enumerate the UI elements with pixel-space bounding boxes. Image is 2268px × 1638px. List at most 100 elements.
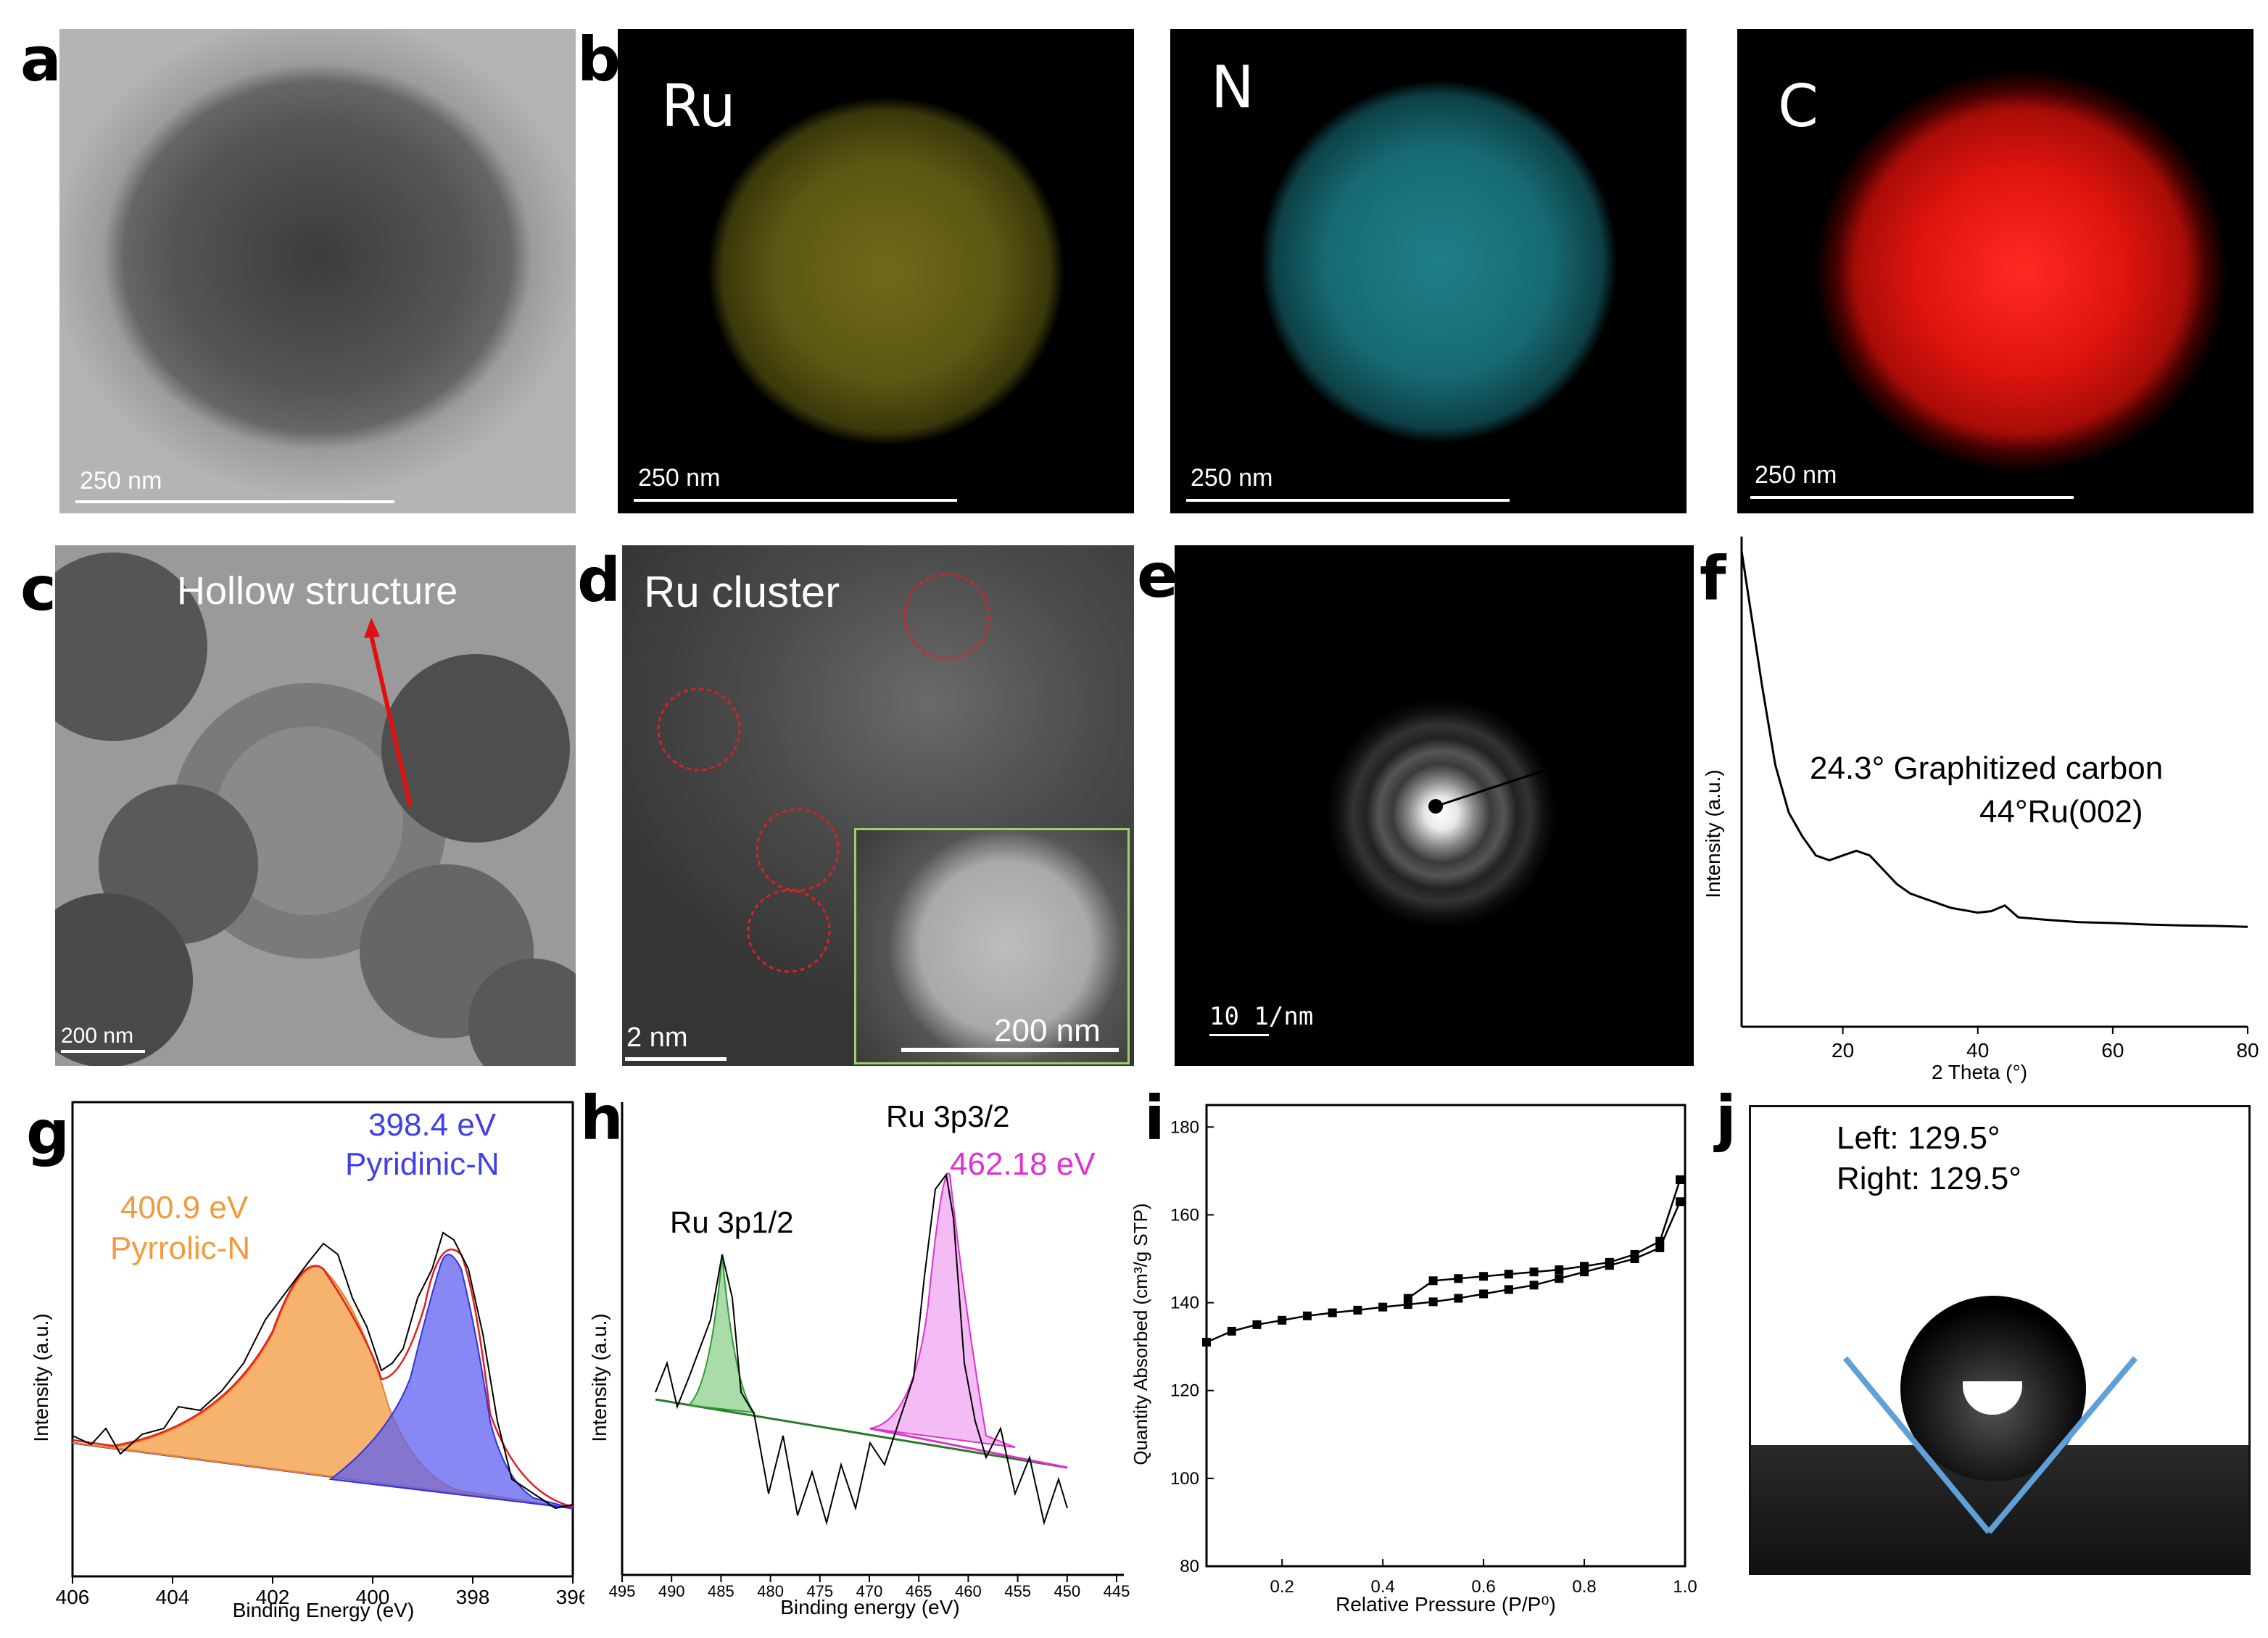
scale-bar-ru	[634, 499, 957, 502]
ru-3p32-value: 462.18 eV	[950, 1146, 1096, 1182]
pyrrolic-label: Pyrrolic-N	[110, 1230, 250, 1266]
scale-label-c-tem: 200 nm	[61, 1024, 134, 1048]
bet-point	[1676, 1175, 1685, 1184]
bet-ylabel: Quantity Absorbed (cm³/g STP)	[1131, 1203, 1151, 1465]
bet-point	[1504, 1285, 1513, 1294]
scale-label-e: 10 1/nm	[1209, 1002, 1314, 1031]
xps-g-xtick-label: 398	[456, 1586, 490, 1608]
bet-ytick-label: 180	[1170, 1117, 1199, 1137]
contact-angle-image-j: Left: 129.5° Right: 129.5°	[1749, 1105, 2251, 1575]
hollow-structure-label: Hollow structure	[177, 569, 458, 613]
ru-3p32-peak	[869, 1172, 1016, 1448]
bet-series-line	[1407, 1179, 1681, 1299]
xps-h-xtick-label: 445	[1104, 1582, 1130, 1600]
xps-ru3p-chart-h: 495 490 485 480 475 470 465 460 455 450 445 Intens…	[588, 1099, 1130, 1618]
scale-bar-n	[1186, 499, 1510, 502]
scale-bar-c	[1750, 496, 2074, 499]
xps-h-ylabel: Intensity (a.u.)	[588, 1313, 611, 1441]
contact-angle-lines	[1842, 1356, 2138, 1534]
xrd-xtick-label: 60	[2101, 1039, 2124, 1062]
xrd-xtick-label: 40	[1966, 1039, 1989, 1062]
bet-point	[1655, 1243, 1665, 1252]
bet-isotherm-chart-i: 0.2 0.4 0.6 0.8 1.0 80 100 120 140 160 180 Quantit…	[1131, 1104, 1697, 1616]
bet-series-line	[1206, 1201, 1681, 1344]
xps-h-xtick-label: 480	[757, 1582, 784, 1600]
cluster-circles	[657, 573, 990, 973]
haadf-image-d: Ru cluster 200 nm 2 nm	[622, 545, 1134, 1066]
xps-g-xtick-label: 402	[256, 1586, 290, 1608]
bet-xtick-label: 0.6	[1471, 1577, 1495, 1597]
bet-xtick-label: 1.0	[1673, 1577, 1697, 1597]
bet-point	[1555, 1274, 1564, 1283]
xps-g-xtick-label: 396	[556, 1586, 584, 1608]
bet-ytick-label: 100	[1170, 1469, 1199, 1489]
tem-image-a: 250 nm	[59, 29, 576, 513]
bet-point	[1428, 1276, 1438, 1286]
bet-point	[1202, 1338, 1211, 1347]
hollow-spheres-drawing	[55, 553, 576, 1066]
graphitized-carbon-annotation: 24.3° Graphitized carbon	[1810, 750, 2163, 786]
bet-ytick-label: 160	[1170, 1205, 1199, 1225]
xps-g-xtick-label: 400	[356, 1586, 390, 1608]
bet-point	[1555, 1265, 1564, 1275]
bet-point	[1378, 1302, 1388, 1312]
bet-xtick-label: 0.4	[1370, 1577, 1394, 1597]
bet-point	[1227, 1326, 1236, 1336]
bet-point	[1605, 1257, 1614, 1267]
xrd-curve	[1740, 550, 2248, 928]
scale-bar-d	[625, 1057, 727, 1061]
inset-scale-bar	[901, 1048, 1119, 1052]
bet-point	[1252, 1320, 1262, 1329]
bet-point	[1454, 1274, 1463, 1283]
ru-cluster-label: Ru cluster	[644, 568, 840, 616]
inset-image: 200 nm	[854, 828, 1130, 1064]
scale-bar-c-tem	[61, 1050, 145, 1053]
panel-label-i: i	[1144, 1083, 1165, 1154]
bet-point	[1580, 1262, 1589, 1271]
bet-point	[1454, 1294, 1463, 1303]
bet-xlabel: Relative Pressure (P/P⁰)	[1336, 1593, 1556, 1616]
xps-n1s-chart-g: 406 404 402 400 398 396 Intensity (a.u.) Bind…	[30, 1101, 584, 1621]
panel-label-h: h	[580, 1083, 624, 1154]
raw-spectrum	[72, 1231, 574, 1510]
bet-point	[1353, 1305, 1362, 1315]
panel-label-a: a	[20, 24, 62, 95]
ru-3p32-label: Ru 3p3/2	[886, 1099, 1009, 1133]
right-angle-label: Right: 129.5°	[1837, 1161, 2021, 1196]
bet-point	[1428, 1297, 1438, 1307]
panel-label-c: c	[20, 553, 57, 624]
xps-h-xtick-label: 485	[708, 1582, 734, 1600]
bet-ytick-label: 80	[1180, 1557, 1199, 1576]
panel-label-e: e	[1137, 540, 1178, 611]
xrd-xtick-label: 20	[1832, 1039, 1854, 1062]
ru-3p12-peak	[687, 1254, 756, 1414]
panel-label-j: j	[1716, 1083, 1737, 1154]
scale-bar-e	[1209, 1034, 1269, 1036]
xps-h-xtick-label: 460	[955, 1582, 982, 1600]
diffraction-rings	[1325, 698, 1557, 930]
xrd-xlabel: 2 Theta (°)	[1932, 1061, 2027, 1083]
scale-label-n: 250 nm	[1191, 464, 1273, 492]
ru002-annotation: 44°Ru(002)	[1979, 794, 2143, 830]
xps-h-xtick-label: 490	[658, 1582, 685, 1600]
bet-point	[1479, 1289, 1489, 1299]
bet-ytick-label: 140	[1170, 1294, 1199, 1313]
bet-point	[1328, 1308, 1337, 1318]
fitted-envelope	[72, 1248, 574, 1508]
bet-ytick-label: 120	[1170, 1381, 1199, 1401]
scale-label-c: 250 nm	[1755, 461, 1837, 489]
saed-pattern-e: 10 1/nm	[1175, 545, 1694, 1066]
element-label-c: C	[1778, 73, 1818, 140]
bet-point	[1302, 1311, 1312, 1320]
xps-g-xtick-label: 404	[156, 1586, 190, 1608]
xrd-ylabel: Intensity (a.u.)	[1702, 769, 1724, 898]
bet-point	[1504, 1270, 1513, 1279]
bet-point	[1479, 1272, 1489, 1281]
edx-map-c: C 250 nm	[1737, 29, 2253, 513]
scale-label-d: 2 nm	[626, 1022, 688, 1053]
bet-point	[1403, 1294, 1412, 1303]
bet-point	[1676, 1197, 1685, 1207]
xps-h-xtick-label: 465	[906, 1582, 932, 1600]
pyridinic-peak-fill	[328, 1254, 574, 1509]
edx-map-n: N 250 nm	[1170, 29, 1686, 513]
